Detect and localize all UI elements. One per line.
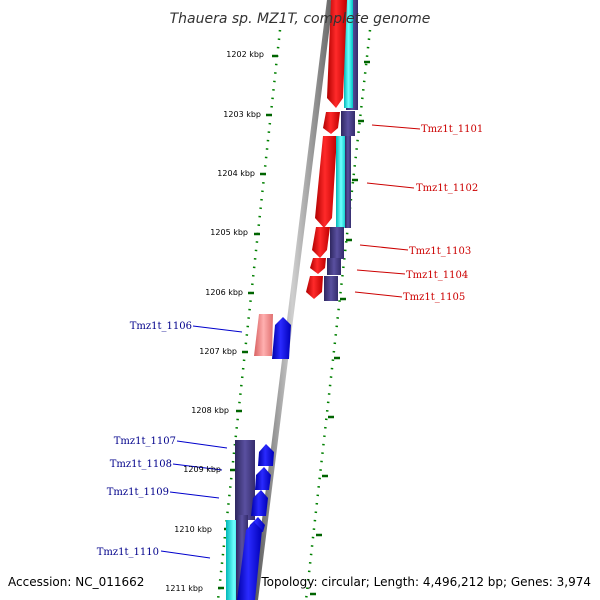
- kbp-label: 1206 kbp: [205, 288, 243, 297]
- cog-block-1103: [330, 227, 344, 259]
- gene-1106-cluster: [254, 314, 291, 359]
- gene-label-1104[interactable]: Tmz1t_1104: [406, 270, 468, 281]
- cog-track-1102: [336, 136, 346, 228]
- kbp-label: 1208 kbp: [191, 406, 229, 415]
- kbp-label: 1204 kbp: [217, 169, 255, 178]
- gene-label-1108[interactable]: Tmz1t_1108: [110, 459, 172, 470]
- gene-arrow-1108: [255, 467, 271, 490]
- cog-track-upper-cyan: [344, 0, 353, 108]
- map-title: Thauera sp. MZ1T, complete genome: [170, 11, 431, 27]
- gene-label-1109[interactable]: Tmz1t_1109: [107, 487, 169, 498]
- major-ticks: [218, 54, 370, 596]
- gene-arrow-1106: [272, 317, 291, 359]
- cog-track-1102-slate: [345, 136, 351, 228]
- kbp-label: 1202 kbp: [226, 50, 264, 59]
- kbp-tick-labels: 1202 kbp 1203 kbp 1204 kbp 1205 kbp 1206…: [165, 50, 264, 593]
- gene-label-1107[interactable]: Tmz1t_1107: [114, 436, 176, 447]
- accession-text: Accession: NC_011662: [8, 575, 144, 589]
- gene-arrow-1107: [258, 444, 274, 466]
- reverse-strand-lower: [226, 440, 274, 600]
- gene-arrow-upper-1: [327, 0, 347, 108]
- left-gene-labels: Tmz1t_1106 Tmz1t_1107 Tmz1t_1108 Tmz1t_1…: [97, 321, 192, 558]
- cog-block-1105: [324, 276, 338, 301]
- kbp-label: 1210 kbp: [174, 525, 212, 534]
- right-gene-labels: Tmz1t_1101 Tmz1t_1102 Tmz1t_1103 Tmz1t_1…: [403, 124, 483, 303]
- gene-arrow-1105: [306, 276, 323, 299]
- kbp-label: 1205 kbp: [210, 228, 248, 237]
- cog-track-lower: [235, 440, 255, 520]
- gene-arrow-1110: [237, 522, 262, 600]
- forward-strand-upper: [306, 0, 358, 301]
- gene-arrow-1103: [312, 227, 330, 258]
- cog-block-1101: [341, 111, 355, 136]
- gene-label-1103[interactable]: Tmz1t_1103: [409, 246, 471, 257]
- gene-label-1102[interactable]: Tmz1t_1102: [416, 183, 478, 194]
- gene-arrow-1106-light: [254, 314, 273, 356]
- gene-arrow-upper-2: [323, 112, 340, 134]
- gene-label-1105[interactable]: Tmz1t_1105: [403, 292, 465, 303]
- gene-arrow-1102: [315, 136, 337, 228]
- kbp-label: 1207 kbp: [199, 347, 237, 356]
- genome-summary-text: Topology: circular; Length: 4,496,212 bp…: [260, 575, 591, 589]
- gene-label-1106[interactable]: Tmz1t_1106: [130, 321, 192, 332]
- kbp-label: 1203 kbp: [223, 110, 261, 119]
- kbp-label: 1211 kbp: [165, 584, 203, 593]
- left-leader-lines: [160, 325, 243, 559]
- gene-arrow-1104: [310, 258, 326, 274]
- gene-label-1110[interactable]: Tmz1t_1110: [97, 547, 159, 558]
- gene-arrow-1109: [251, 490, 268, 516]
- kbp-label: 1209 kbp: [183, 465, 221, 474]
- cog-block-1104: [327, 258, 341, 275]
- gene-label-1101[interactable]: Tmz1t_1101: [421, 124, 483, 135]
- right-leader-lines: [354, 124, 421, 298]
